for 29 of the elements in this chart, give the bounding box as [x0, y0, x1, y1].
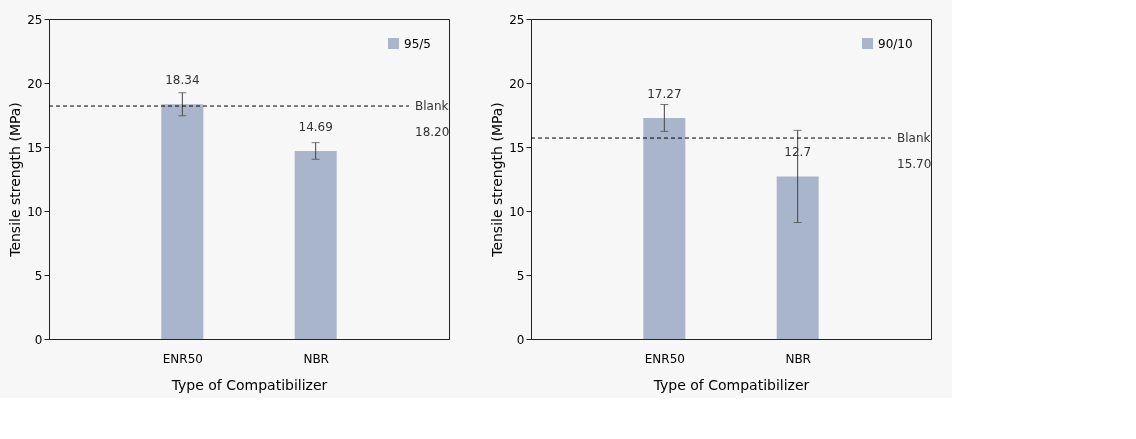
y-tick-label: 5 — [516, 268, 525, 283]
y-tick-label: 15 — [509, 140, 525, 155]
ref-line-label: Blank — [897, 131, 931, 146]
x-tick-label: ENR50 — [162, 351, 203, 366]
y-tick-label: 10 — [27, 204, 43, 219]
y-tick-label: 0 — [516, 332, 525, 347]
legend-label: 95/5 — [404, 36, 431, 51]
y-tick-label: 5 — [34, 268, 43, 283]
y-tick-label: 20 — [509, 76, 525, 91]
x-tick-label: ENR50 — [644, 351, 685, 366]
data-label: 18.34 — [165, 73, 200, 88]
y-axis-title: Tensile strength (MPa) — [7, 102, 24, 258]
y-tick-label: 15 — [27, 140, 43, 155]
x-tick-label: NBR — [785, 351, 811, 366]
x-axis-title: Type of Compatibilizer — [652, 376, 810, 393]
x-tick-label: NBR — [303, 351, 329, 366]
y-tick-label: 0 — [34, 332, 43, 347]
y-tick-label: 10 — [509, 204, 525, 219]
ref-line-label: Blank — [415, 99, 449, 114]
data-label: 14.69 — [298, 119, 333, 134]
data-label: 17.27 — [647, 86, 682, 101]
annotation: 18.20 — [415, 125, 450, 140]
x-axis-title: Type of Compatibilizer — [170, 376, 328, 393]
y-tick-label: 25 — [27, 12, 43, 27]
legend-label: 90/10 — [878, 36, 913, 51]
annotation: 15.70 — [897, 157, 932, 172]
y-tick-label: 25 — [509, 12, 525, 27]
y-axis-title: Tensile strength (MPa) — [489, 102, 506, 258]
y-tick-label: 20 — [27, 76, 43, 91]
